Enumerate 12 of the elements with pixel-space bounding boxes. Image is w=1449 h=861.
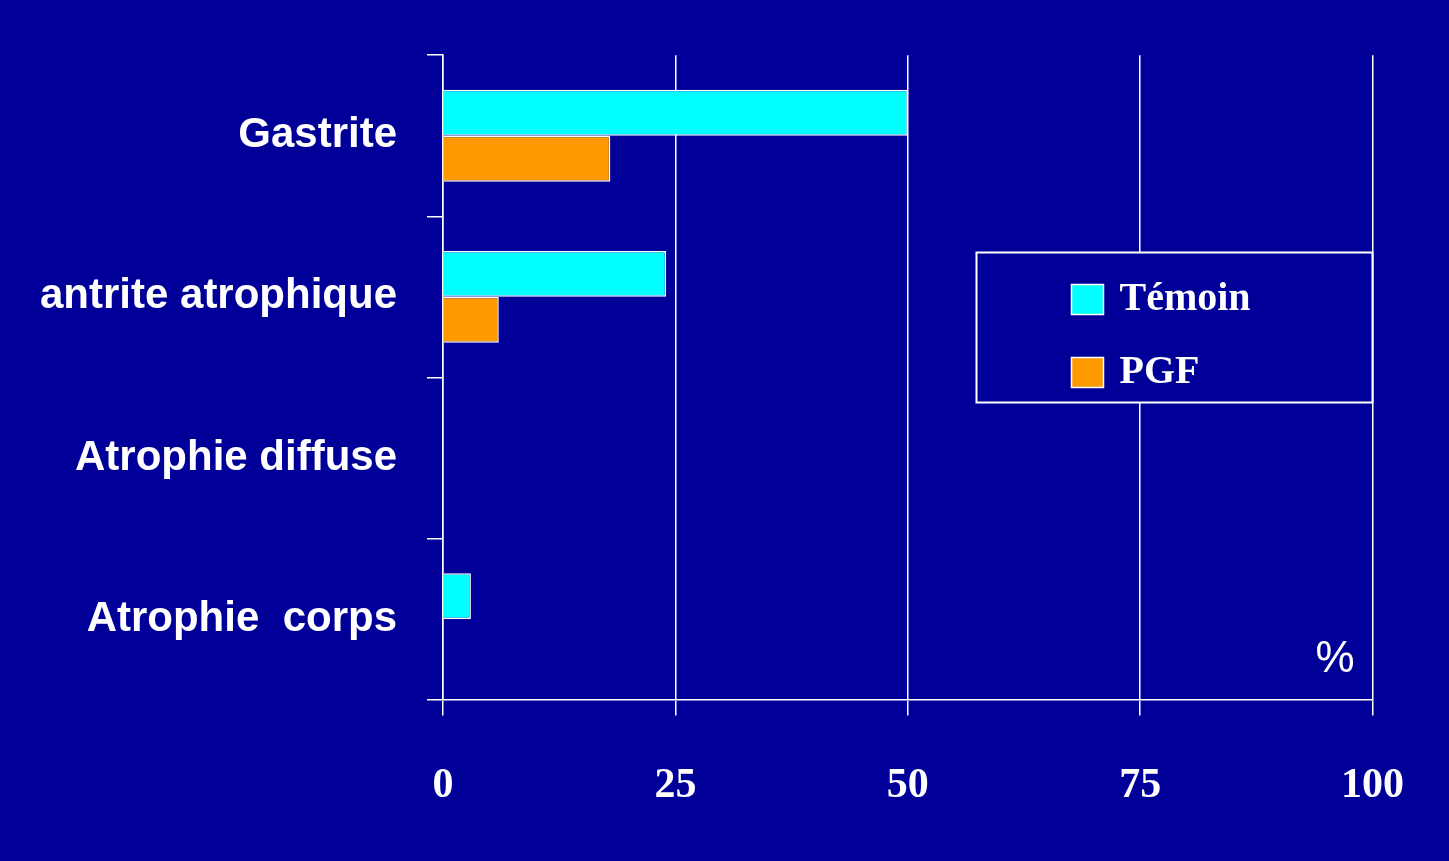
x-tick-label: 100 <box>1341 759 1404 806</box>
x-tick-label: 25 <box>654 759 697 806</box>
x-tick-label: 50 <box>886 759 929 806</box>
legend-label: Témoin <box>1119 273 1251 319</box>
x-tick-label: 75 <box>1119 759 1162 806</box>
annotation: % <box>1315 631 1355 681</box>
legend-label: PGF <box>1119 346 1200 392</box>
y-tick-label: Atrophie diffuse <box>75 431 398 479</box>
x-tick-label: 0 <box>432 759 454 806</box>
y-tick-label: Atrophie corps <box>86 592 398 640</box>
y-tick-label: antrite atrophique <box>39 270 398 318</box>
y-tick-label: Gastrite <box>238 109 398 157</box>
